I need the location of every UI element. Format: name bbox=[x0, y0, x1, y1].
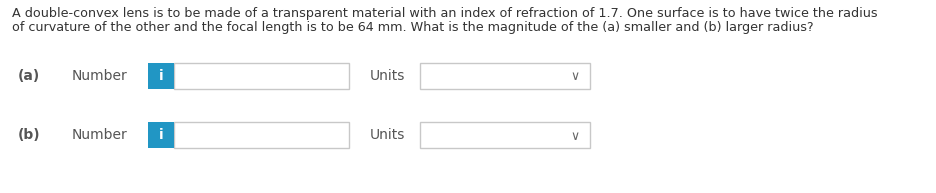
Text: Units: Units bbox=[370, 128, 405, 142]
Text: A double-convex lens is to be made of a transparent material with an index of re: A double-convex lens is to be made of a … bbox=[12, 7, 877, 20]
Text: i: i bbox=[158, 128, 163, 142]
Text: (b): (b) bbox=[18, 128, 40, 142]
Text: Number: Number bbox=[72, 69, 127, 83]
Text: of curvature of the other and the focal length is to be 64 mm. What is the magni: of curvature of the other and the focal … bbox=[12, 21, 812, 34]
Text: ∨: ∨ bbox=[570, 70, 579, 84]
Text: i: i bbox=[158, 69, 163, 83]
FancyBboxPatch shape bbox=[148, 122, 174, 148]
Text: Units: Units bbox=[370, 69, 405, 83]
FancyBboxPatch shape bbox=[419, 63, 590, 89]
FancyBboxPatch shape bbox=[174, 122, 348, 148]
Text: ∨: ∨ bbox=[570, 130, 579, 142]
FancyBboxPatch shape bbox=[174, 63, 348, 89]
Text: (a): (a) bbox=[18, 69, 40, 83]
FancyBboxPatch shape bbox=[419, 122, 590, 148]
Text: Number: Number bbox=[72, 128, 127, 142]
FancyBboxPatch shape bbox=[148, 63, 174, 89]
